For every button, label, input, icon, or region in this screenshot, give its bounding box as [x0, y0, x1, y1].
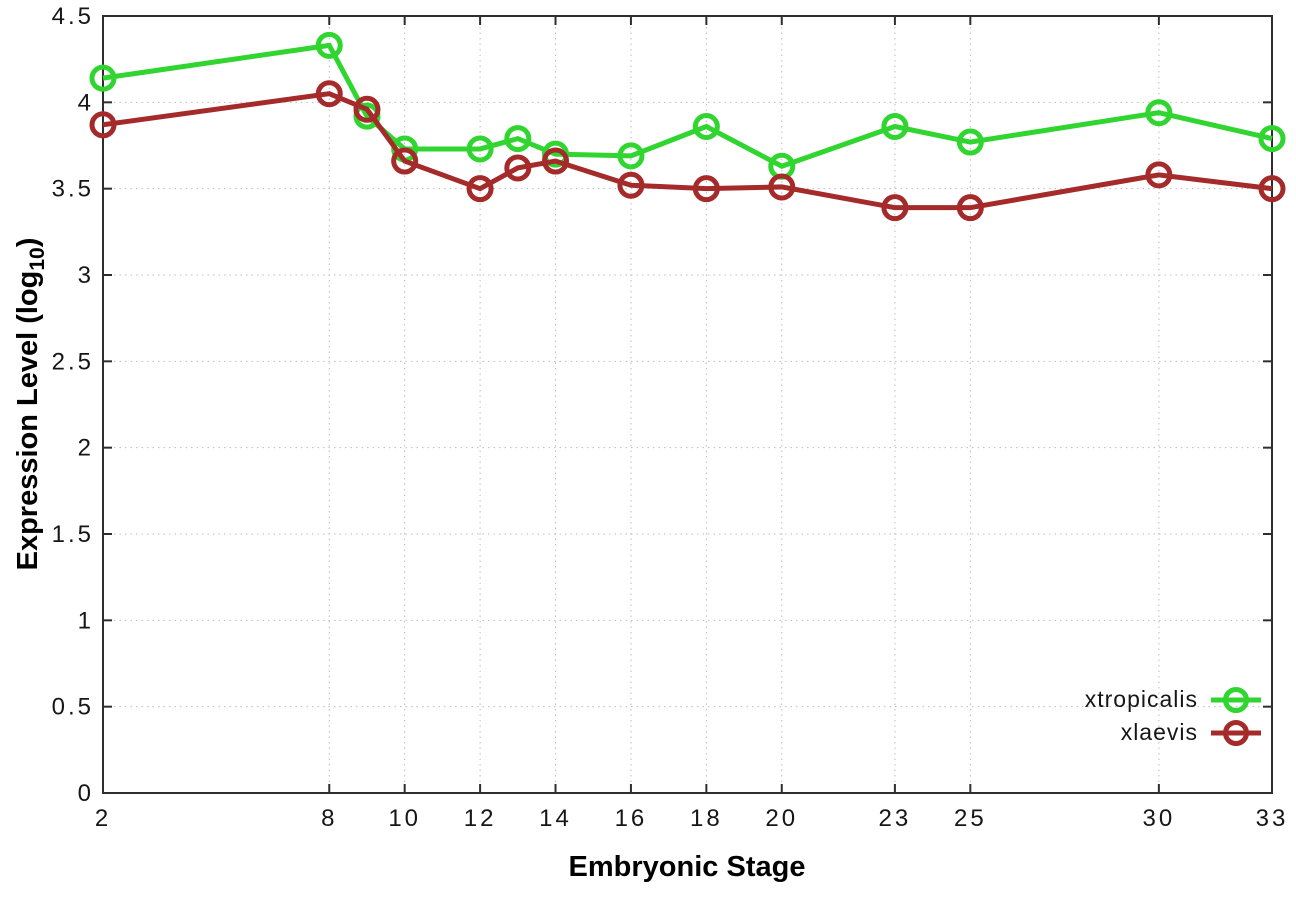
x-tick-label: 30	[1143, 805, 1176, 832]
y-tick-label: 2	[78, 435, 94, 462]
series-line-xtropicalis	[102, 42, 1273, 169]
data-point-xtropicalis	[466, 135, 494, 163]
y-axis-title-close: )	[12, 237, 45, 248]
x-tick-label: 14	[539, 805, 572, 832]
data-point-xtropicalis	[504, 125, 532, 153]
x-tick-label: 10	[388, 805, 421, 832]
x-tick-label: 16	[615, 805, 648, 832]
data-point-xlaevis	[353, 95, 381, 123]
y-tick-label: 0.5	[52, 694, 94, 721]
y-tick-label: 1	[78, 607, 94, 634]
x-tick-label: 2	[95, 805, 111, 832]
data-point-xlaevis	[315, 80, 343, 108]
data-point-xlaevis	[466, 175, 494, 203]
data-point-xlaevis	[542, 147, 570, 175]
legend-label-xlaevis: xlaevis	[1120, 719, 1198, 745]
data-point-xlaevis	[1145, 161, 1173, 189]
legend-entry-xlaevis: xlaevis	[1085, 716, 1262, 749]
data-point-xlaevis	[956, 194, 984, 222]
data-point-xlaevis	[391, 147, 419, 175]
series-line-xlaevis	[102, 91, 1273, 211]
x-tick-label: 25	[954, 805, 987, 832]
data-point-xlaevis	[89, 111, 117, 139]
plot-border	[102, 15, 1273, 794]
data-point-xtropicalis	[881, 113, 909, 141]
data-point-xtropicalis	[89, 64, 117, 92]
y-tick-label: 3	[78, 262, 94, 289]
y-tick-label: 2.5	[52, 348, 94, 375]
legend-label-xtropicalis: xtropicalis	[1084, 686, 1198, 712]
y-tick-label: 1.5	[52, 521, 94, 548]
x-tick-label: 8	[321, 805, 337, 832]
y-axis-title-subscript: 10	[25, 247, 49, 271]
x-tick-label: 33	[1256, 805, 1289, 832]
y-tick-label: 0	[78, 780, 94, 807]
legend-marker-xlaevis-icon	[1211, 719, 1261, 746]
x-tick-label: 12	[464, 805, 497, 832]
data-point-xtropicalis	[315, 31, 343, 59]
legend: xtropicalis xlaevis	[1085, 683, 1262, 749]
y-tick-label: 3.5	[52, 176, 94, 203]
x-tick-label: 23	[879, 805, 912, 832]
data-point-xlaevis	[881, 194, 909, 222]
data-point-xtropicalis	[1145, 99, 1173, 127]
x-tick-label: 20	[765, 805, 798, 832]
legend-entry-xtropicalis: xtropicalis	[1085, 683, 1262, 716]
y-axis-title-text: Expression Level (log	[12, 270, 45, 571]
y-axis-title: Expression Level (log10)	[12, 238, 50, 571]
x-axis-title: Embryonic Stage	[568, 851, 806, 883]
data-point-xlaevis	[1258, 175, 1286, 203]
data-point-xlaevis	[692, 175, 720, 203]
data-point-xtropicalis	[1258, 125, 1286, 153]
data-point-xtropicalis	[956, 128, 984, 156]
legend-marker-xtropicalis-icon	[1211, 686, 1261, 713]
data-point-xlaevis	[504, 154, 532, 182]
x-tick-label: 18	[690, 805, 723, 832]
data-point-xtropicalis	[692, 113, 720, 141]
y-tick-label: 4	[78, 89, 94, 116]
data-point-xtropicalis	[617, 142, 645, 170]
y-tick-label: 4.5	[52, 3, 94, 30]
data-point-xlaevis	[768, 173, 796, 201]
data-point-xlaevis	[617, 171, 645, 199]
